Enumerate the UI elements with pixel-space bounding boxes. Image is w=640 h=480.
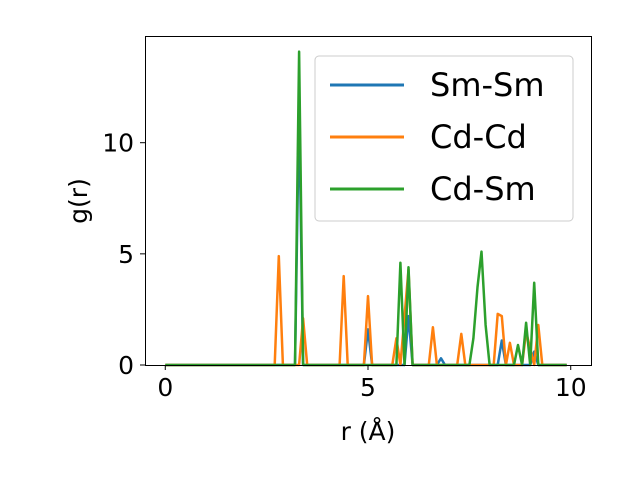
legend-label-sm-sm: Sm-Sm: [430, 66, 545, 104]
y-tick-label: 5: [118, 240, 134, 269]
series-line-cd-cd: [165, 254, 567, 367]
x-tick-label: 0: [157, 373, 173, 402]
x-tick-label: 10: [555, 373, 587, 402]
x-ticks: 0 5 10: [157, 365, 587, 402]
y-tick-label: 10: [102, 129, 134, 158]
y-ticks: 0 5 10: [102, 129, 145, 380]
x-tick-label: 5: [360, 373, 376, 402]
legend-label-cd-cd: Cd-Cd: [430, 118, 527, 156]
legend-label-cd-sm: Cd-Sm: [430, 170, 536, 208]
legend: Sm-Sm Cd-Cd Cd-Sm: [314, 55, 574, 222]
x-axis-label: r (Å): [341, 417, 396, 446]
y-axis-label: g(r): [64, 178, 93, 224]
y-tick-label: 0: [118, 351, 134, 380]
legend-box: [314, 55, 574, 222]
